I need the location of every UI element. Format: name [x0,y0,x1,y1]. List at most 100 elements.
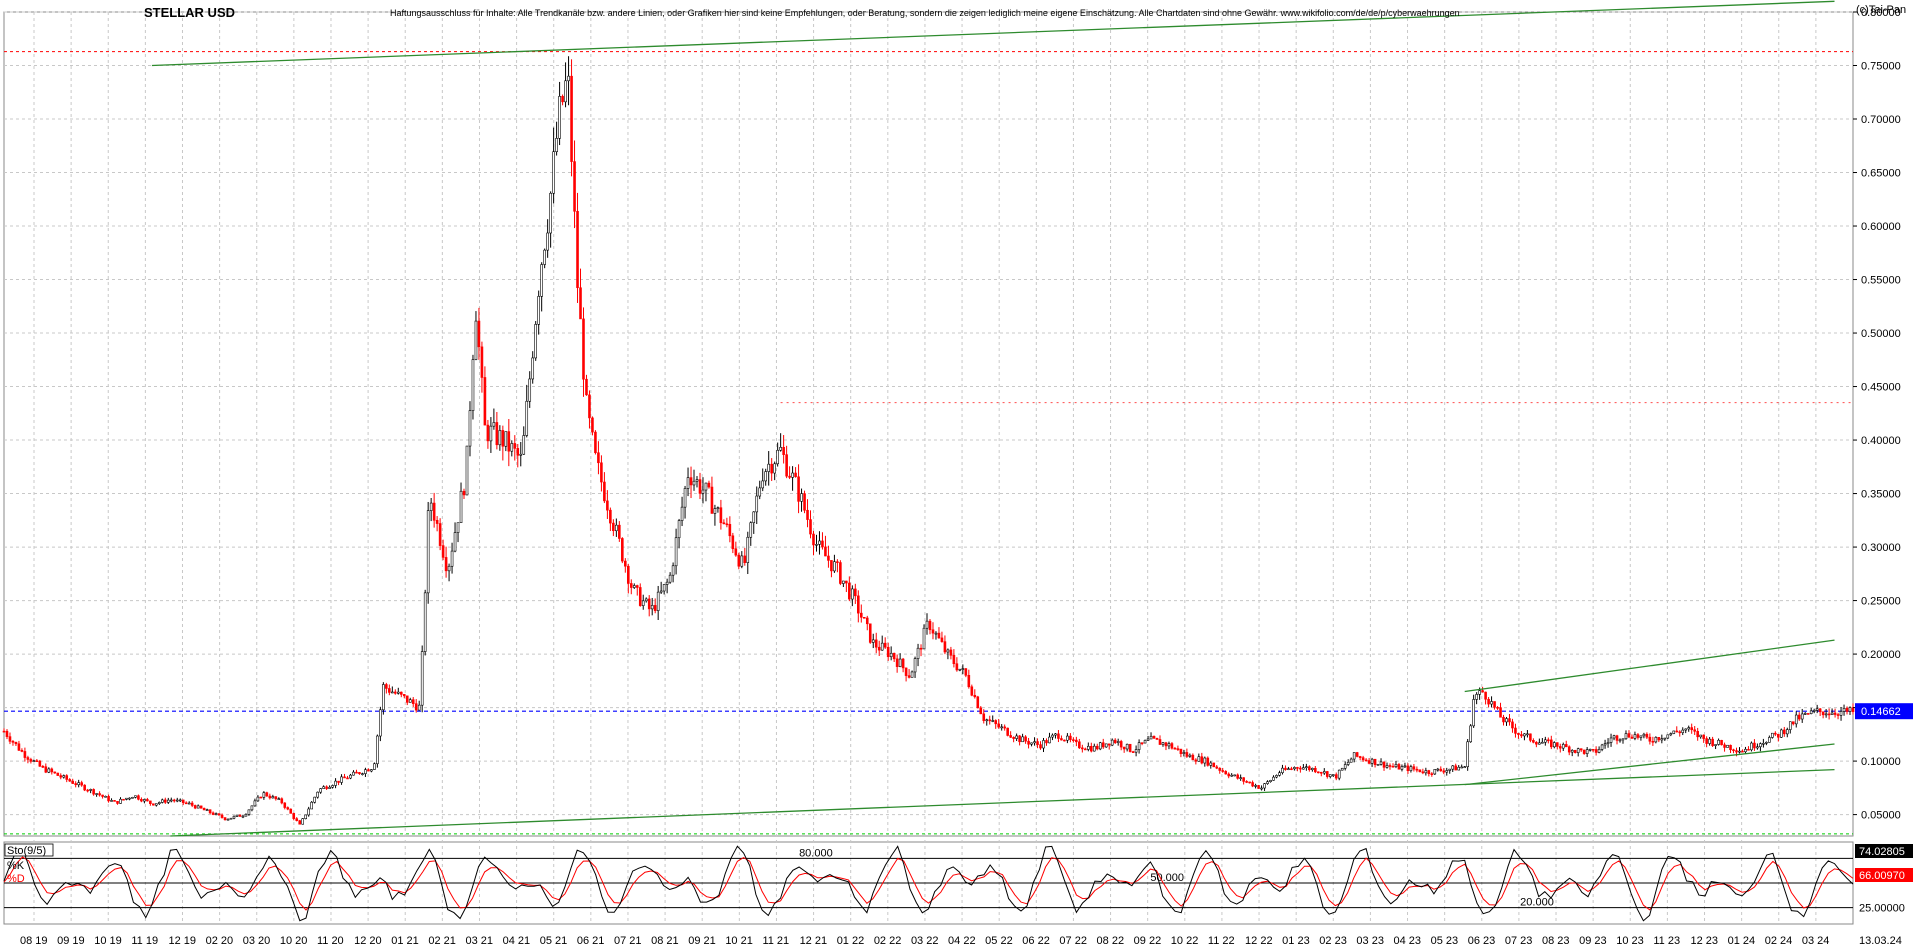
candle-body [1051,734,1054,738]
candle-body [1346,761,1350,765]
candle-body [1349,758,1353,763]
candle-body [767,463,770,472]
candle-body [1367,760,1371,764]
last-date-label: 13.03.24 [1859,935,1902,947]
candle-body [50,768,54,773]
candle-body [573,161,576,212]
y-tick-label: 0.35000 [1861,489,1901,501]
candle-body [77,782,80,786]
candle-body [1803,713,1807,715]
candle-body [322,786,325,789]
candle-body [1182,752,1186,754]
candle-body [116,801,119,804]
candle-body [74,783,77,786]
candle-body [1466,741,1469,768]
candle-body [1021,736,1024,743]
trendlines [151,0,1835,837]
candle-body [1039,744,1042,749]
oscillator-k-label: %K [7,860,25,872]
candle-body [528,378,532,402]
candle-body [435,520,439,524]
candle-body [1066,735,1069,741]
candle-body [217,813,221,816]
candle-body [626,565,630,584]
candle-body [555,138,558,153]
candle-body [1409,766,1413,771]
candle-body [402,694,406,697]
candle-body [671,565,675,576]
candle-body [1445,770,1449,773]
candle-body [632,585,636,588]
candle-body [385,684,388,689]
candle-body [1547,739,1550,742]
candle-body [629,583,633,588]
candle-body [1003,726,1006,729]
x-tick-label: 03 21 [465,935,493,947]
candle-body [1588,748,1592,751]
candle-body [456,522,460,533]
candle-body [857,595,860,614]
candle-body [1484,691,1487,700]
candle-body [1385,765,1389,768]
candle-body [396,691,400,694]
candle-body [1800,713,1804,720]
candle-body [1487,698,1490,705]
candle-body [1744,748,1747,753]
candle-body [647,598,651,610]
candle-body [471,359,475,411]
candle-body [967,674,971,688]
candle-body [1272,776,1275,781]
candle-body [1069,735,1072,740]
candle-body [1075,739,1078,743]
candle-body [1128,743,1132,752]
candle-body [537,296,540,325]
candle-body [836,561,839,563]
candle-body [298,820,302,825]
candle-body [635,585,639,588]
candle-body [1678,731,1682,734]
candle-body [1621,738,1625,741]
candle-body [1322,771,1326,774]
candle-body [1633,734,1637,739]
oscillator-level-label: 50.000 [1150,872,1184,884]
candle-body [770,463,773,474]
candle-body [1164,742,1168,747]
candle-body [603,481,606,502]
candle-body [1442,770,1446,773]
candle-body [1081,747,1084,750]
candle-body [199,805,203,809]
candle-body [1379,761,1383,765]
candle-body [546,232,549,251]
candle-body [1185,752,1189,757]
candle-body [1370,758,1374,764]
candle-body [1116,741,1120,743]
candle-body [949,649,953,656]
candle-body [164,799,167,803]
candle-body [740,555,744,567]
candle-body [644,598,648,602]
candle-body [316,791,319,798]
candle-body [827,555,830,561]
candle-body [208,809,212,814]
candle-body [187,802,191,805]
d-value-label: 66.00970 [1859,870,1905,882]
x-tick-label: 08 23 [1542,935,1570,947]
y-tick-label: 0.65000 [1861,168,1901,180]
candle-body [1358,756,1362,758]
candle-body [1741,750,1744,753]
x-tick-label: 10 20 [280,935,308,947]
candle-body [292,813,296,819]
candle-body [1675,730,1679,733]
candle-body [149,800,152,805]
x-tick-label: 11 20 [317,935,344,947]
candle-body [1639,735,1643,738]
disclaimer-text: Haftungsausschluss für Inhalte: Alle Tre… [390,8,1460,18]
candle-body [1702,734,1705,739]
candle-body [1281,767,1284,773]
candle-body [146,799,149,802]
candle-body [1119,741,1123,748]
candle-body [1433,769,1437,775]
candle-body [656,591,660,611]
candle-body [588,394,591,419]
candle-body [489,425,493,442]
